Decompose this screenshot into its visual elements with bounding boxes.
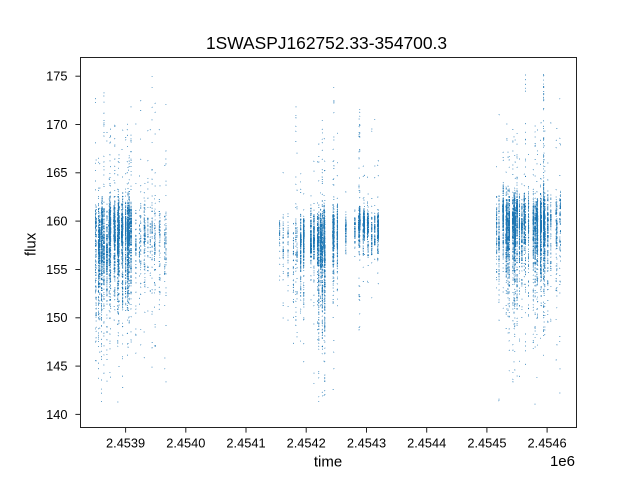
svg-text:time: time — [314, 454, 342, 471]
svg-text:145: 145 — [46, 359, 67, 374]
svg-text:flux: flux — [23, 232, 40, 256]
svg-text:2.4546: 2.4546 — [528, 435, 567, 450]
svg-text:2.4543: 2.4543 — [347, 435, 386, 450]
svg-text:165: 165 — [46, 165, 67, 180]
svg-text:175: 175 — [46, 69, 67, 84]
svg-text:1e6: 1e6 — [550, 453, 575, 470]
svg-text:2.4540: 2.4540 — [166, 435, 205, 450]
svg-text:2.4539: 2.4539 — [106, 435, 145, 450]
svg-text:1SWASPJ162752.33-354700.3: 1SWASPJ162752.33-354700.3 — [206, 33, 447, 53]
svg-text:2.4541: 2.4541 — [226, 435, 265, 450]
svg-text:150: 150 — [46, 310, 67, 325]
svg-text:160: 160 — [46, 214, 67, 229]
svg-text:140: 140 — [46, 407, 67, 422]
svg-text:170: 170 — [46, 117, 67, 132]
svg-text:155: 155 — [46, 262, 67, 277]
svg-text:2.4542: 2.4542 — [287, 435, 326, 450]
svg-text:2.4545: 2.4545 — [467, 435, 506, 450]
svg-text:2.4544: 2.4544 — [407, 435, 446, 450]
